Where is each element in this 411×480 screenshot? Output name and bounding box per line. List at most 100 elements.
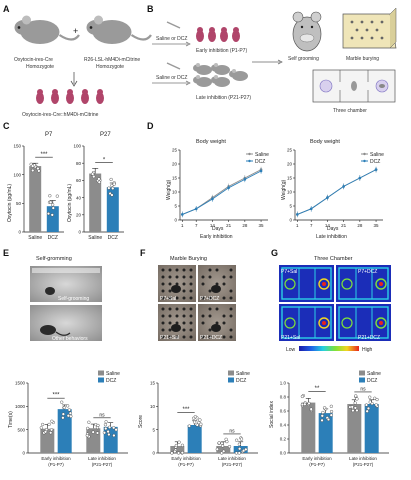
data-point [234,451,239,455]
data-point [351,408,355,413]
y-tick-label: 15 [172,176,178,181]
data-point [91,172,95,176]
heatmap-grid: P7+Sal P7+DCZ P21+Sal P21+DCZ [279,265,391,341]
data-point [55,194,59,198]
pup-icon [232,27,240,42]
significance-mark: *** [52,393,60,399]
data-point [36,166,40,171]
data-point [329,413,333,417]
marble [215,321,219,325]
x-tick-label: Late inhibition [218,456,246,461]
data-point [48,194,52,198]
marble [182,268,186,272]
marble [222,296,226,300]
data-point [43,430,48,434]
marble [182,314,186,318]
heat-hotspot [284,278,296,290]
f-photo-label: P7+Sal [160,296,176,302]
legend-swatch [359,370,365,376]
data-point [326,417,331,422]
marble [229,307,233,311]
legend-swatch [359,377,365,383]
x-tick-sublabel: (P1-P7) [48,462,64,467]
data-point [198,418,202,422]
data-point [364,403,369,407]
y-tick-label: 20 [287,162,293,167]
data-point [193,420,197,424]
panel-g-heatmaps: Three Chamber P7+Sal P7+DCZ P21+Sal P21+DCZ… [279,256,391,353]
y-tick-label: 5 [289,204,292,209]
legend-label: DCZ [367,378,377,384]
heat-hotspot [375,278,387,290]
marble [161,268,165,272]
pup-icon [208,27,216,42]
y-axis-label: Score [138,415,144,428]
data-point [358,176,362,180]
significance-mark: *** [182,407,190,413]
data-point [60,400,64,404]
data-point [107,432,111,437]
y-tick-label: 40 [76,195,82,200]
x-tick-label: 1 [296,223,299,228]
g-bar-chart: 0.0 0.2 0.4 0.6 0.8 1.0 Social index ** Early in… [269,370,389,467]
juvenile-mouse-icon [193,63,212,75]
marble [201,296,205,300]
data-point [110,193,114,197]
marble [168,282,172,286]
data-point [375,397,379,402]
data-point [104,420,108,424]
data-point [329,409,334,414]
marble [222,321,226,325]
pup-icon [96,89,104,104]
bar [46,206,59,232]
marble [168,335,172,339]
marble [215,307,219,311]
bar-dcz [187,425,202,453]
data-point [238,447,242,451]
data-point [112,433,116,438]
c-p27-chart: 0 20 40 60 80 100 Saline DCZ * [73,144,124,241]
data-point [320,418,324,422]
y-tick-label: 20 [76,213,82,218]
data-point [51,206,55,210]
data-point [235,438,239,442]
x-tick-label: Saline [28,235,42,241]
e-photo-label-2: Other behaviors [52,336,88,342]
data-point [227,444,232,449]
marble [175,296,179,300]
f-photo-label: P7+DCZ [200,296,219,302]
marble [182,289,186,293]
pup-icon [66,89,74,104]
three-chamber-icon [312,69,396,103]
data-point [31,164,35,168]
data-point [227,186,230,190]
marble [222,335,226,339]
marble [161,282,165,286]
marble [222,314,226,318]
legend-marker [248,152,251,156]
data-point [107,186,111,190]
y-tick-label: 0 [22,451,25,456]
data-point [61,416,65,420]
marble-photo-grid: P7+Sal P7+DCZ P21+Sal P21+DCZ [158,265,236,341]
test-marble-burying: Marble burying [346,56,379,62]
f-bar-chart: 0 5 10 15 Score *** Early inhibition(P1-P7) ns L… [138,370,258,467]
self-grooming-icon [292,11,322,52]
marble [189,289,193,293]
data-point [224,437,228,441]
legend-label: DCZ [255,159,265,165]
g-photo-label: P21+Sal [281,335,300,341]
data-point [215,447,219,451]
panel-letter-f: F [140,248,146,258]
data-point [180,443,185,447]
data-point [49,200,53,204]
d-late-subtitle: Late inhibition [316,234,347,240]
marble [229,289,233,293]
data-point [104,426,108,431]
data-point [50,419,54,423]
data-point [374,403,378,407]
d-early-subtitle: Early inhibition [200,234,233,240]
panel-c-oxytocin: P7 P27 Oxytocin (pg/mL) Oxytocin (pg/mL)… [7,132,124,241]
